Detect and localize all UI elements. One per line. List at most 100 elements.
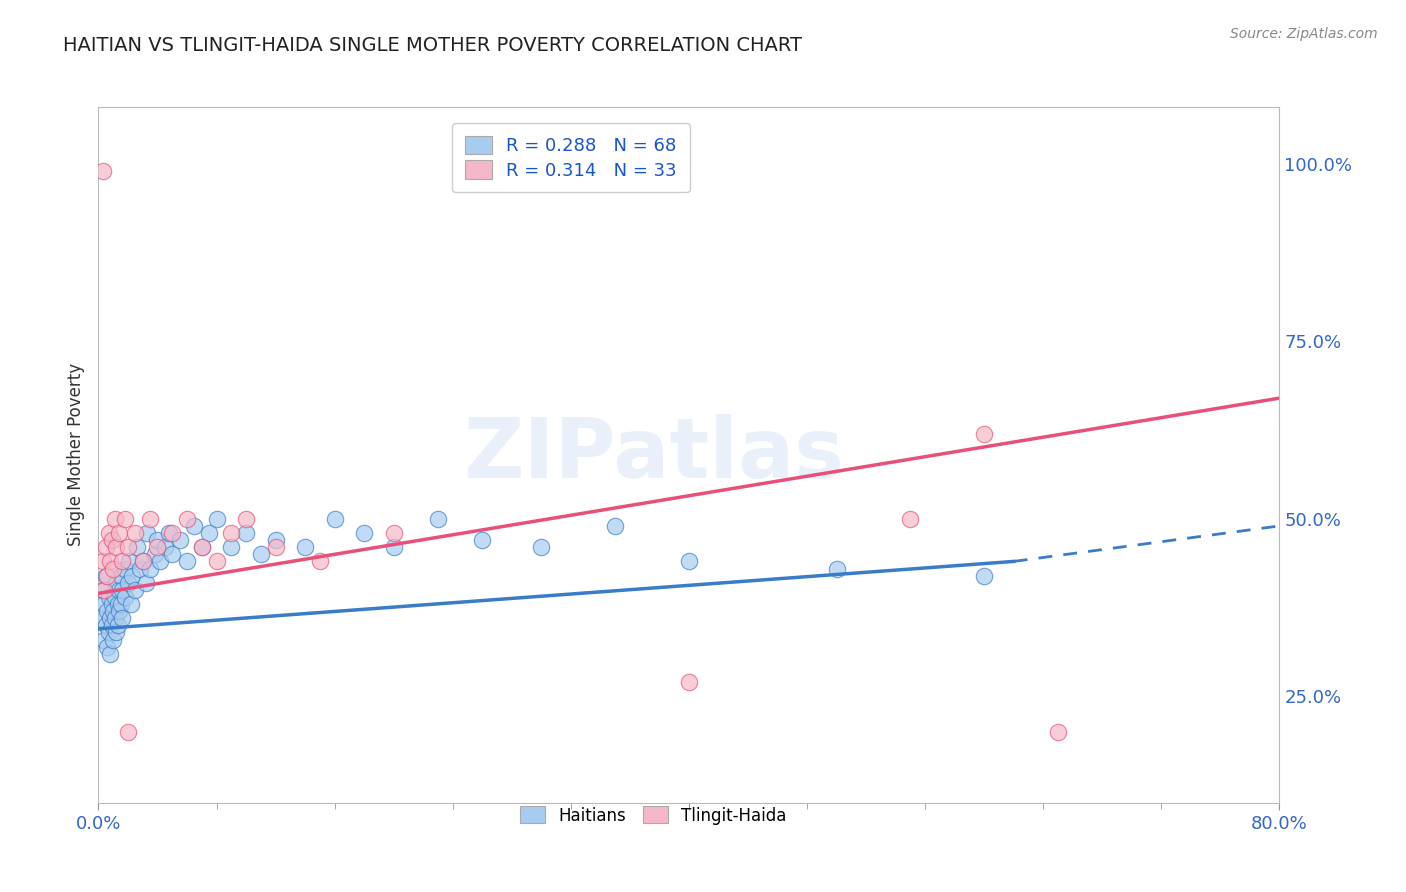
Point bbox=[973, 426, 995, 441]
Point bbox=[235, 512, 257, 526]
Point bbox=[94, 540, 117, 554]
Point bbox=[153, 540, 176, 554]
Point bbox=[264, 540, 287, 554]
Point bbox=[139, 512, 162, 526]
Point bbox=[309, 554, 332, 568]
Point bbox=[149, 554, 172, 568]
Point bbox=[176, 554, 198, 568]
Text: HAITIAN VS TLINGIT-HAIDA SINGLE MOTHER POVERTY CORRELATION CHART: HAITIAN VS TLINGIT-HAIDA SINGLE MOTHER P… bbox=[63, 36, 803, 54]
Y-axis label: Single Mother Poverty: Single Mother Poverty bbox=[66, 363, 84, 547]
Point bbox=[136, 526, 159, 541]
Point bbox=[114, 512, 136, 526]
Point bbox=[96, 568, 118, 582]
Point bbox=[111, 582, 134, 597]
Point bbox=[94, 568, 117, 582]
Point bbox=[191, 540, 214, 554]
Point bbox=[103, 561, 125, 575]
Point bbox=[104, 512, 127, 526]
Point bbox=[120, 597, 142, 611]
Point bbox=[91, 164, 114, 178]
Point bbox=[117, 575, 139, 590]
Point bbox=[162, 526, 183, 541]
Point bbox=[132, 554, 155, 568]
Point bbox=[973, 568, 995, 582]
Point bbox=[169, 533, 191, 548]
Point bbox=[111, 554, 134, 568]
Point bbox=[93, 597, 115, 611]
Point bbox=[471, 533, 494, 548]
Point bbox=[93, 632, 115, 647]
Point bbox=[143, 547, 166, 561]
Point bbox=[382, 540, 405, 554]
Point bbox=[678, 554, 700, 568]
Point bbox=[103, 604, 125, 618]
Point bbox=[105, 625, 128, 640]
Point bbox=[294, 540, 316, 554]
Point bbox=[825, 561, 848, 575]
Point bbox=[124, 582, 146, 597]
Point bbox=[91, 554, 114, 568]
Point bbox=[221, 526, 243, 541]
Point bbox=[235, 526, 257, 541]
Legend: Haitians, Tlingit-Haida: Haitians, Tlingit-Haida bbox=[509, 795, 799, 836]
Point bbox=[124, 526, 146, 541]
Point bbox=[108, 604, 131, 618]
Point bbox=[90, 611, 112, 625]
Point bbox=[382, 526, 405, 541]
Point bbox=[98, 554, 121, 568]
Point bbox=[105, 540, 128, 554]
Point bbox=[114, 590, 136, 604]
Point bbox=[125, 540, 148, 554]
Point bbox=[205, 554, 228, 568]
Point bbox=[157, 526, 180, 541]
Point bbox=[183, 519, 205, 533]
Point bbox=[103, 632, 125, 647]
Point bbox=[97, 625, 120, 640]
Point bbox=[250, 547, 273, 561]
Point bbox=[198, 526, 221, 541]
Point bbox=[91, 582, 114, 597]
Point bbox=[97, 590, 120, 604]
Point bbox=[427, 512, 450, 526]
Point bbox=[221, 540, 243, 554]
Point bbox=[162, 547, 183, 561]
Point bbox=[900, 512, 922, 526]
Point bbox=[146, 533, 169, 548]
Text: Source: ZipAtlas.com: Source: ZipAtlas.com bbox=[1230, 27, 1378, 41]
Point bbox=[105, 575, 128, 590]
Point bbox=[108, 582, 131, 597]
Point bbox=[104, 611, 127, 625]
Point bbox=[98, 647, 121, 661]
Point bbox=[108, 526, 131, 541]
Point bbox=[132, 554, 155, 568]
Point bbox=[146, 540, 169, 554]
Point bbox=[100, 533, 122, 548]
Point bbox=[530, 540, 553, 554]
Point bbox=[96, 640, 118, 654]
Point bbox=[121, 568, 143, 582]
Point bbox=[114, 561, 136, 575]
Point bbox=[118, 554, 141, 568]
Point bbox=[191, 540, 214, 554]
Point bbox=[96, 604, 118, 618]
Point bbox=[176, 512, 198, 526]
Point bbox=[264, 533, 287, 548]
Point bbox=[107, 618, 129, 632]
Point bbox=[117, 540, 139, 554]
Point bbox=[128, 561, 150, 575]
Point bbox=[100, 597, 122, 611]
Point bbox=[110, 568, 132, 582]
Point bbox=[97, 526, 120, 541]
Point bbox=[1046, 724, 1070, 739]
Point bbox=[110, 597, 132, 611]
Point bbox=[605, 519, 627, 533]
Point bbox=[205, 512, 228, 526]
Point bbox=[323, 512, 346, 526]
Point bbox=[98, 611, 121, 625]
Text: ZIPatlas: ZIPatlas bbox=[463, 415, 844, 495]
Point bbox=[100, 618, 122, 632]
Point bbox=[139, 561, 162, 575]
Point bbox=[678, 675, 700, 690]
Point bbox=[93, 582, 115, 597]
Point bbox=[353, 526, 375, 541]
